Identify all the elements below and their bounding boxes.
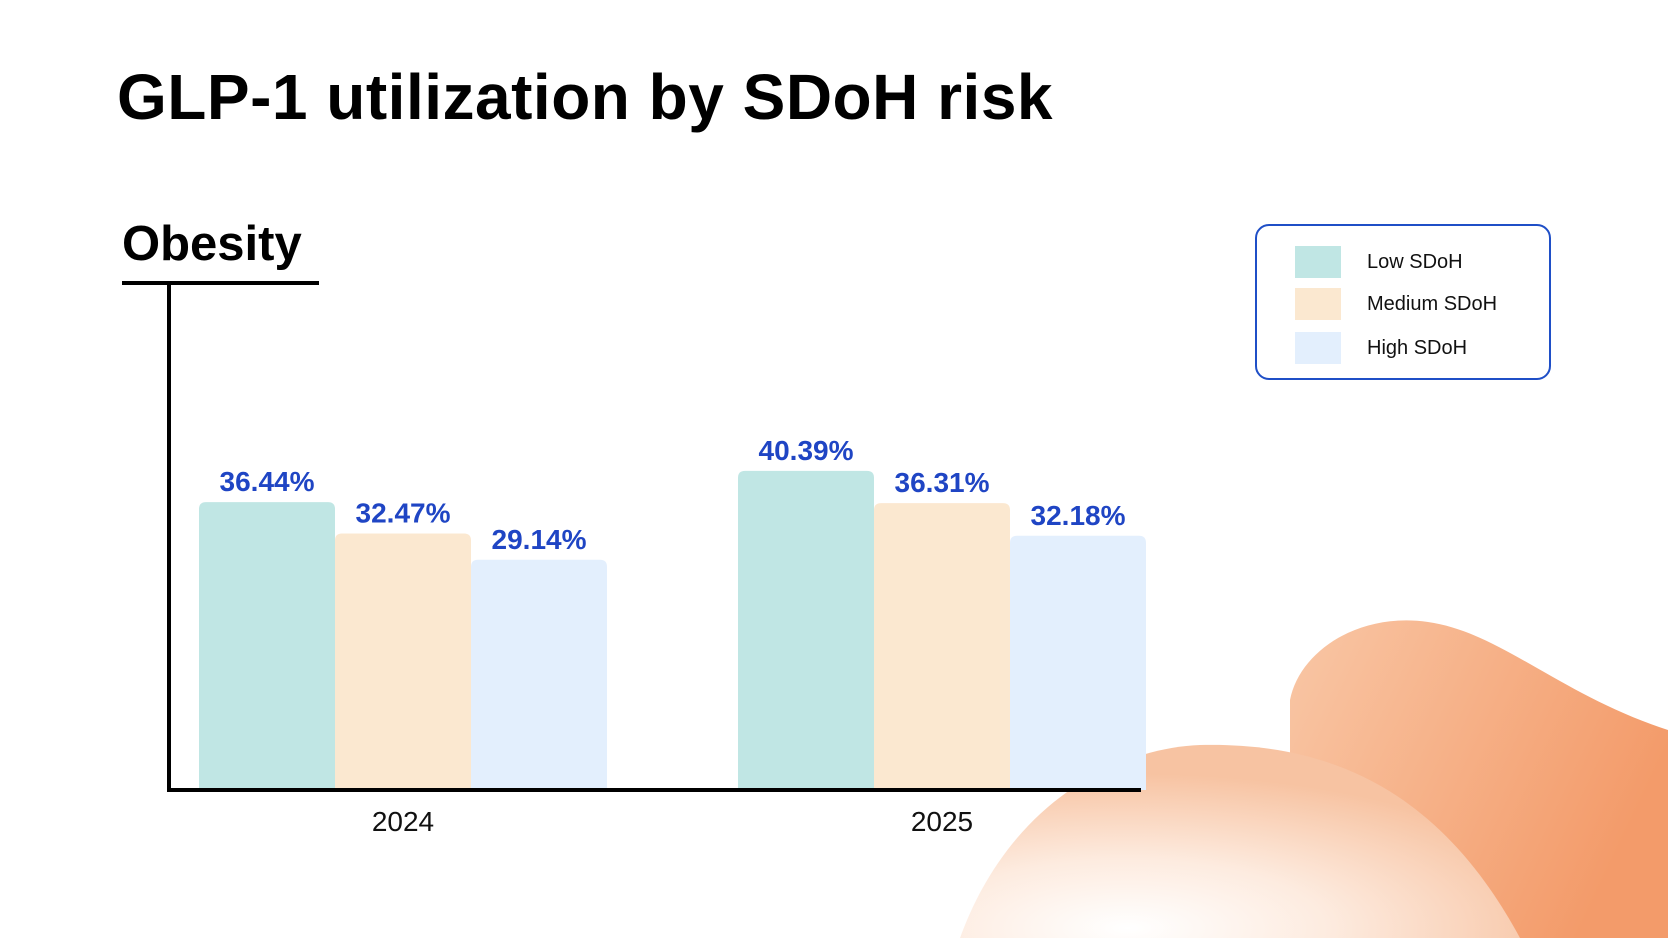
bar-low-2024: [199, 502, 335, 790]
bar-value-label-low-2024: 36.44%: [220, 466, 315, 497]
bar-value-label-medium-2025: 36.31%: [895, 467, 990, 498]
chart-legend: Low SDoH Medium SDoH High SDoH: [1255, 224, 1551, 380]
bar-high-2024: [471, 559, 607, 790]
section-heading: Obesity: [122, 217, 302, 271]
legend-swatch-low: [1295, 246, 1341, 278]
legend-swatch-high: [1295, 332, 1341, 364]
section-underline: [122, 281, 319, 285]
legend-item-low: Low SDoH: [1295, 246, 1463, 278]
legend-item-high: High SDoH: [1295, 332, 1467, 364]
bar-medium-2025: [874, 503, 1010, 790]
bar-medium-2024: [335, 533, 471, 790]
legend-label-medium: Medium SDoH: [1367, 292, 1498, 315]
legend-label-high: High SDoH: [1367, 336, 1468, 359]
page-title: GLP-1 utilization by SDoH risk: [117, 61, 1053, 133]
bar-value-label-high-2025: 32.18%: [1031, 500, 1126, 531]
x-tick-label-2025: 2025: [911, 806, 973, 837]
bar-value-label-high-2024: 29.14%: [492, 524, 587, 555]
bar-value-label-medium-2024: 32.47%: [356, 497, 451, 528]
legend-swatch-medium: [1295, 288, 1341, 320]
x-tick-label-2024: 2024: [372, 806, 434, 837]
bar-high-2025: [1010, 535, 1146, 790]
bar-value-label-low-2025: 40.39%: [759, 435, 854, 466]
legend-item-medium: Medium SDoH: [1295, 288, 1497, 320]
legend-label-low: Low SDoH: [1367, 250, 1463, 273]
bar-low-2025: [738, 470, 874, 790]
